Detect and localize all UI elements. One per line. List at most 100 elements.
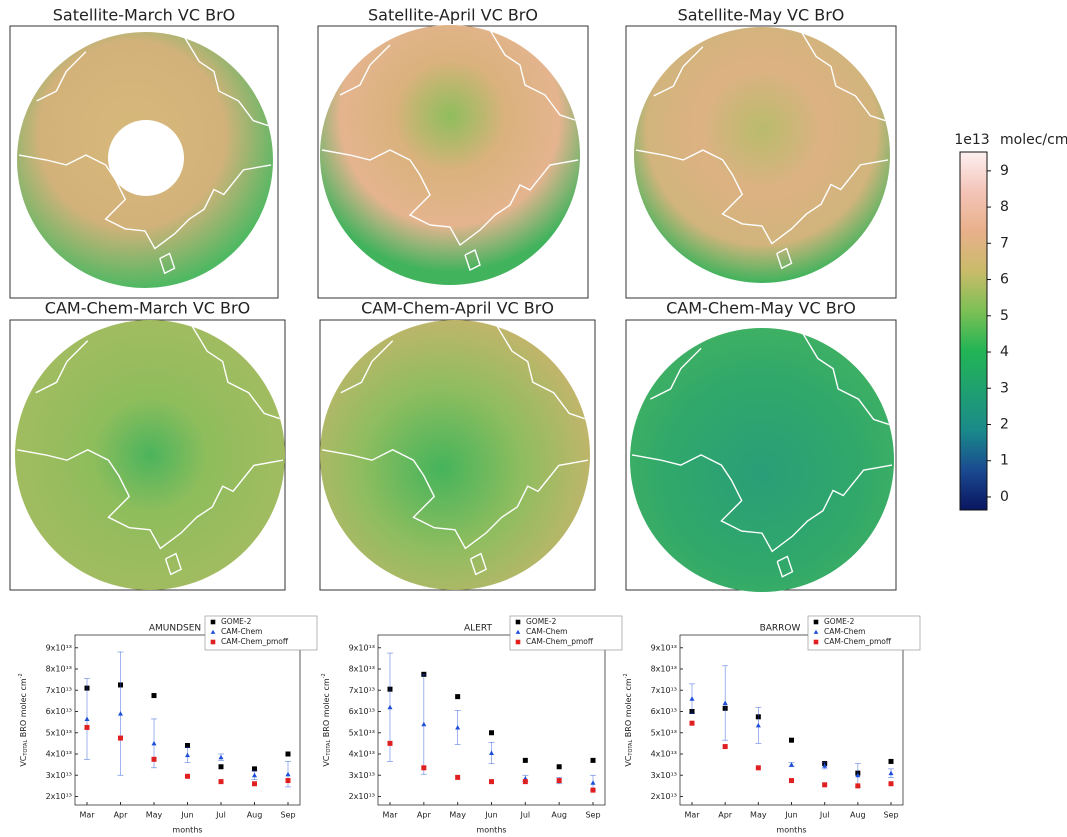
x-tick-label: Sep [280, 811, 295, 820]
marker [185, 752, 190, 758]
y-axis-label-part: -2 [321, 673, 327, 678]
y-axis-label-part: BRO molec cm [624, 678, 633, 740]
x-tick-label: Sep [585, 811, 600, 820]
y-tick-label: 7x10¹³ [46, 686, 72, 695]
y-tick-label: 6x10¹³ [349, 707, 375, 716]
x-tick-label: Apr [114, 811, 129, 820]
coastline [183, 36, 269, 127]
map-title: Satellite-May VC BrO [678, 6, 845, 25]
marker [813, 619, 819, 625]
x-tick-label: Aug [247, 811, 263, 820]
y-axis-label-part: VC [322, 755, 331, 766]
y-tick-label: 8x10¹³ [46, 665, 72, 674]
y-axis-label-part: TOTAL [628, 740, 634, 757]
colorbar-tick-label: 1 [1000, 453, 1009, 469]
x-tick-label: Aug [551, 811, 567, 820]
marker [151, 740, 157, 746]
y-tick-label: 5x10¹³ [46, 728, 72, 737]
marker [218, 764, 224, 770]
marker [218, 754, 224, 760]
map-title: CAM-Chem-March VC BrO [45, 299, 250, 318]
marker [855, 772, 861, 778]
x-tick-label: Apr [417, 811, 432, 820]
x-axis-label: months [172, 826, 202, 835]
y-axis-label-part: VC [624, 755, 633, 766]
coastline [776, 555, 794, 578]
x-tick-label: Aug [850, 811, 866, 820]
marker [252, 772, 257, 778]
y-tick-label: 6x10¹³ [46, 707, 72, 716]
marker [151, 693, 157, 699]
coastline [489, 29, 576, 121]
y-axis-label-part: VC [19, 755, 28, 766]
marker [522, 779, 528, 785]
marker [84, 716, 90, 721]
marker [455, 724, 461, 730]
coastline [495, 324, 586, 420]
colorbar-tick-label: 0 [1000, 489, 1009, 505]
plot-frame [74, 634, 301, 806]
marker [590, 757, 596, 763]
coastline [164, 552, 183, 576]
marker [689, 696, 695, 701]
map-field [630, 328, 894, 592]
x-tick-label: Jun [784, 811, 798, 820]
y-tick-label: 4x10¹³ [46, 750, 72, 759]
y-tick-label: 8x10¹³ [349, 665, 375, 674]
marker [118, 711, 123, 716]
x-tick-label: Jul [520, 811, 531, 820]
colorbar-tick-label: 8 [1000, 199, 1009, 215]
colorbar-tick-label: 2 [1000, 416, 1009, 432]
coastline [464, 249, 481, 271]
y-tick-label: 9x10¹³ [349, 643, 375, 652]
x-tick-label: Jun [180, 811, 194, 820]
colorbar-tick-label: 9 [1000, 163, 1009, 179]
coastline [190, 324, 281, 420]
coastline [776, 247, 793, 270]
coastline [469, 552, 488, 576]
legend-box [204, 615, 318, 651]
marker [210, 639, 216, 645]
coastline [159, 252, 176, 275]
coastline [653, 46, 704, 97]
marker [813, 629, 819, 634]
y-axis-label: VCTOTAL BRO molec cm-2 [18, 673, 29, 766]
marker [218, 779, 224, 785]
legend-label: CAM-Chem_pmoff [824, 637, 892, 646]
y-tick-label: 9x10¹³ [46, 643, 72, 652]
colorbar-tick-label: 4 [1000, 344, 1009, 360]
colorbar-tick-label: 3 [1000, 380, 1009, 396]
colorbar-label: molec/cm² [1000, 132, 1067, 148]
marker [855, 783, 861, 789]
legend-label: CAM-Chem [221, 627, 262, 636]
map-title: CAM-Chem-May VC BrO [666, 299, 856, 318]
x-axis-label: months [776, 826, 806, 835]
x-tick-label: May [750, 811, 767, 820]
x-axis-label: months [476, 826, 506, 835]
marker [285, 778, 291, 784]
x-tick-label: Mar [382, 811, 398, 820]
y-axis-label-part: BRO molec cm [322, 678, 331, 740]
marker [813, 639, 819, 645]
coastline [16, 449, 284, 550]
y-tick-label: 6x10¹³ [651, 707, 677, 716]
coastline [36, 51, 87, 102]
coastline [321, 149, 579, 247]
y-tick-label: 5x10¹³ [651, 728, 677, 737]
y-tick-label: 2x10¹³ [46, 792, 72, 801]
marker [789, 762, 794, 767]
legend-label: CAM-Chem_pmoff [526, 637, 594, 646]
y-axis-label-part: BRO molec cm [19, 678, 28, 740]
y-axis-label: VCTOTAL BRO molec cm-2 [321, 673, 332, 766]
y-axis-label-part: -2 [623, 673, 629, 678]
y-axis-label-part: TOTAL [326, 740, 332, 757]
marker [515, 629, 521, 634]
coastline [649, 347, 702, 400]
coastline [339, 44, 391, 96]
colorbar [959, 151, 988, 511]
legend-label: CAM-Chem [824, 627, 865, 636]
marker [489, 779, 494, 785]
marker [252, 766, 257, 772]
colorbar-exponent: 1e13 [954, 132, 989, 148]
